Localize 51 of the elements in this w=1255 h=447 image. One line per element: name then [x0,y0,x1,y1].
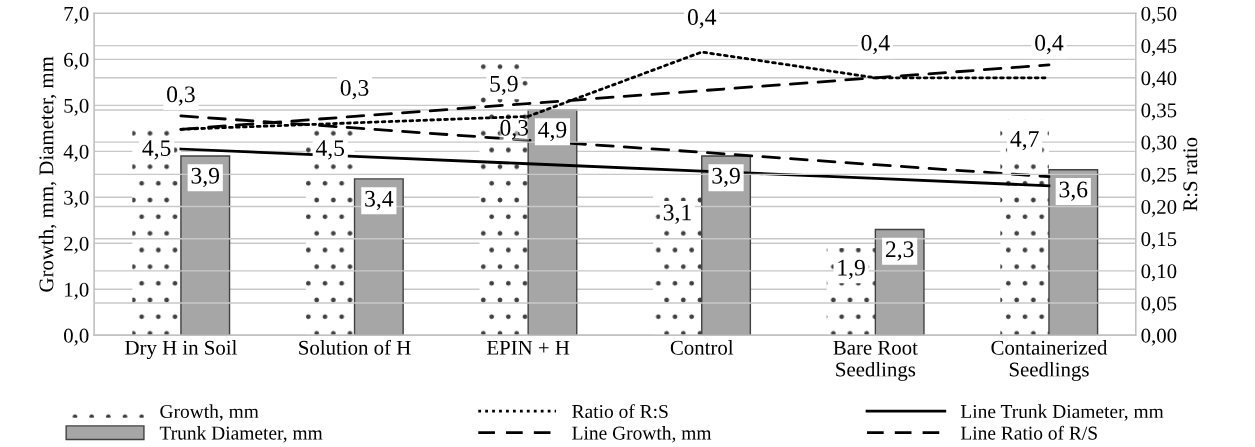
legend-label: Line Trunk Diameter, mm [960,404,1164,421]
x-tick-label: Solution of H [299,339,411,355]
data-label: 0,3 [340,79,369,100]
data-label: 0,3 [167,86,195,106]
x-tick-label: Bare Root Seedlings [833,340,918,381]
x-tick-label: Dry H in Soil [125,340,237,360]
y-axis-title: Growth, mm, Diameter, mm [38,56,57,292]
data-label: 1,9 [838,259,865,280]
y2-axis-title: R:S ratio [1183,137,1198,212]
y-tick-label: 2,0 [64,236,89,254]
data-label: 4,5 [315,140,345,160]
y2-tick-label: 0,50 [1141,6,1177,24]
data-label: 3,6 [1059,181,1088,201]
y-tick-label: 0,0 [64,328,89,346]
legend-label: Line Ratio of R/S [960,425,1097,440]
y2-tick-label: 0,00 [1141,328,1177,346]
y-tick-label: 6,0 [64,52,89,70]
y-tick-label: 1,0 [65,282,89,300]
legend-label: Line Growth, mm [572,426,712,443]
y2-tick-label: 0,45 [1141,38,1177,57]
data-label: 5,9 [490,75,518,96]
y2-tick-label: 0,05 [1141,296,1177,314]
data-label: 3,9 [191,167,220,188]
y2-tick-label: 0,30 [1141,135,1177,153]
y2-tick-label: 0,20 [1141,199,1177,217]
data-label: 0,4 [687,9,717,29]
y2-tick-label: 0,25 [1141,167,1177,185]
y-tick-label: 3,0 [64,190,89,208]
y-tick-label: 5,0 [64,98,89,116]
y-tick-label: 4,0 [63,144,89,162]
legend-label: Ratio of R:S [572,404,668,419]
data-label: 0,4 [861,34,890,55]
x-tick-label: Control [670,340,734,355]
data-label: 3,4 [365,190,394,211]
data-label: 3,9 [712,167,740,188]
legend-label: Trunk Diameter, mm [159,426,323,443]
data-label: 4,9 [538,121,567,142]
data-label: 3,1 [663,204,691,224]
data-label: 0,3 [500,119,529,140]
y2-tick-label: 0,40 [1141,71,1177,89]
x-tick-label: EPIN + H [486,340,570,355]
data-label: 4,7 [1010,131,1039,151]
y-tick-label: 7,0 [64,6,89,24]
data-label: 4,5 [142,140,171,160]
data-label: 2,3 [885,241,914,261]
y2-tick-label: 0,10 [1141,264,1177,282]
y2-tick-label: 0,15 [1141,232,1177,250]
y2-tick-label: 0,35 [1141,103,1177,121]
x-tick-label: Containerized Seedlings [991,340,1108,381]
data-label: 0,4 [1035,34,1064,55]
legend-label: Growth, mm [160,404,259,421]
